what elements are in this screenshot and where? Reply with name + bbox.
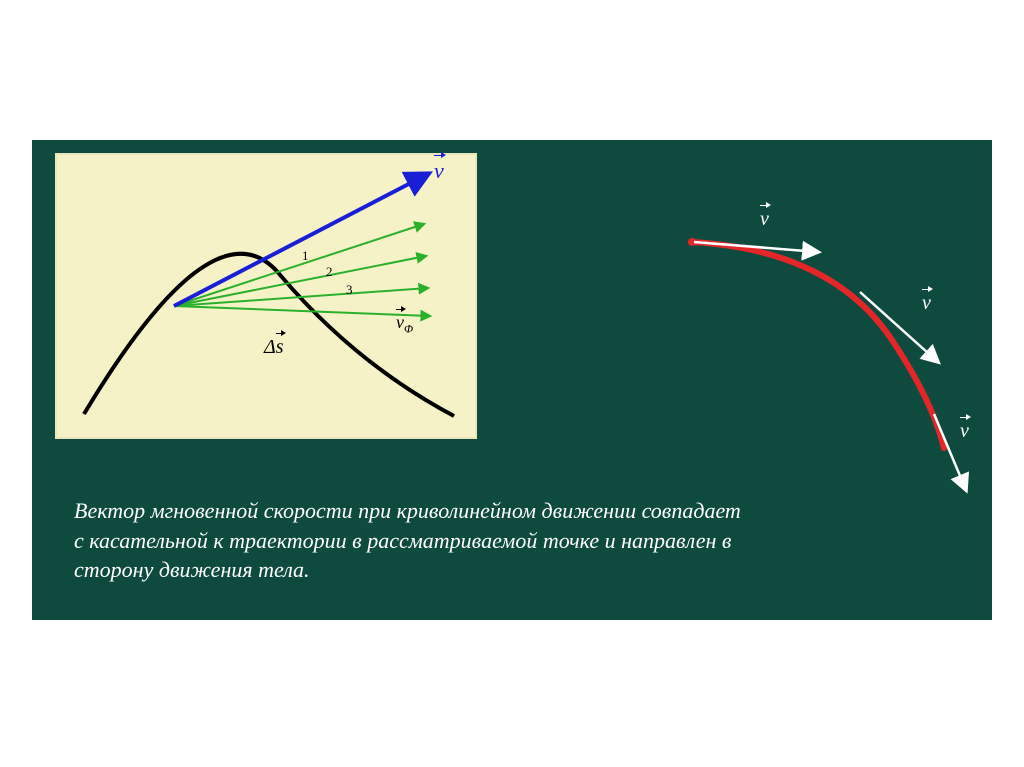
- caption-line-2: с касательной к траектории в рассматрива…: [74, 526, 974, 556]
- secant-number-2: 2: [326, 264, 333, 280]
- left-panel-bg: [56, 154, 476, 438]
- physics-slide: v 1 2 3 vΦ Δs v v v Вектор мгновенной ск…: [32, 140, 992, 620]
- secant-number-3: 3: [346, 282, 353, 298]
- main-vector-label: v: [434, 158, 444, 184]
- caption-text: Вектор мгновенной скорости при криволине…: [74, 496, 974, 585]
- caption-line-3: сторону движения тела.: [74, 555, 974, 585]
- right-v-label-1: v: [760, 208, 769, 231]
- right-v-label-3: v: [960, 420, 969, 443]
- right-v-label-2: v: [922, 292, 931, 315]
- caption-line-1: Вектор мгновенной скорости при криволине…: [74, 496, 974, 526]
- secant-end-label: vΦ: [396, 312, 413, 337]
- delta-s-label: Δs: [264, 336, 284, 359]
- left-panel: [56, 154, 476, 438]
- secant-number-1: 1: [302, 248, 309, 264]
